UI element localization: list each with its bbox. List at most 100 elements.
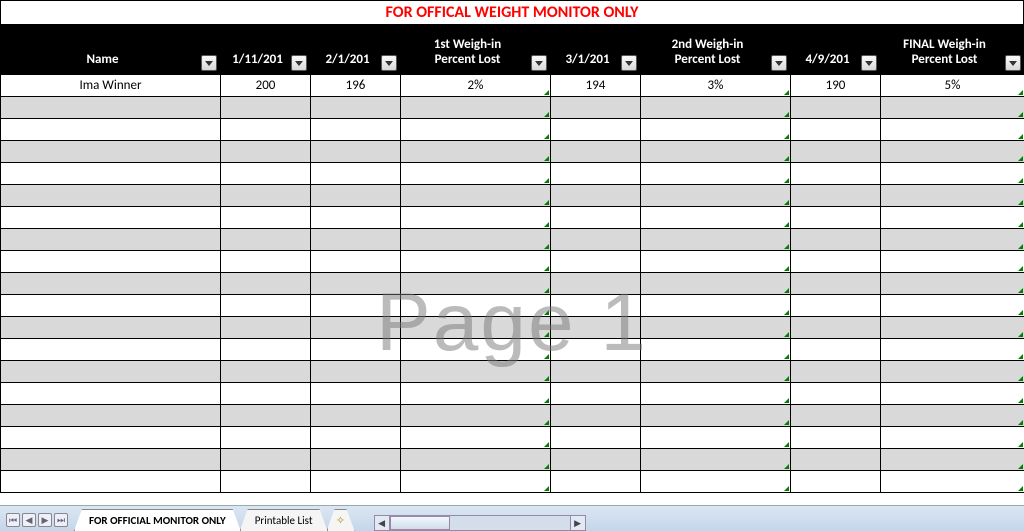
- data-cell[interactable]: [881, 207, 1024, 229]
- data-cell[interactable]: [791, 185, 881, 207]
- data-cell[interactable]: [551, 185, 641, 207]
- name-cell[interactable]: [1, 449, 221, 471]
- new-sheet-tab[interactable]: ✧: [327, 509, 355, 531]
- filter-dropdown-icon[interactable]: [381, 55, 397, 71]
- data-cell[interactable]: [881, 295, 1024, 317]
- tab-nav-next[interactable]: ▶: [38, 513, 52, 527]
- data-cell[interactable]: [791, 405, 881, 427]
- data-cell[interactable]: [311, 361, 401, 383]
- data-cell[interactable]: [311, 229, 401, 251]
- data-cell[interactable]: [551, 383, 641, 405]
- data-cell[interactable]: [881, 383, 1024, 405]
- data-cell[interactable]: [881, 119, 1024, 141]
- data-cell[interactable]: [221, 339, 311, 361]
- data-cell[interactable]: [881, 185, 1024, 207]
- data-cell[interactable]: [641, 361, 791, 383]
- data-cell[interactable]: 196: [311, 75, 401, 97]
- data-cell[interactable]: 5%: [881, 75, 1024, 97]
- name-cell[interactable]: [1, 361, 221, 383]
- name-cell[interactable]: [1, 207, 221, 229]
- data-cell[interactable]: [311, 449, 401, 471]
- data-cell[interactable]: [791, 383, 881, 405]
- data-cell[interactable]: [551, 427, 641, 449]
- name-cell[interactable]: [1, 471, 221, 493]
- data-cell[interactable]: [221, 273, 311, 295]
- data-cell[interactable]: [221, 251, 311, 273]
- data-cell[interactable]: [551, 119, 641, 141]
- sheet-tab-printable[interactable]: Printable List: [240, 509, 328, 531]
- data-cell[interactable]: [221, 207, 311, 229]
- data-cell[interactable]: [221, 97, 311, 119]
- data-cell[interactable]: [791, 317, 881, 339]
- data-cell[interactable]: [311, 119, 401, 141]
- data-cell[interactable]: [791, 163, 881, 185]
- data-cell[interactable]: [311, 163, 401, 185]
- data-cell[interactable]: [551, 449, 641, 471]
- data-cell[interactable]: [551, 251, 641, 273]
- data-cell[interactable]: [791, 273, 881, 295]
- data-cell[interactable]: [791, 339, 881, 361]
- filter-dropdown-icon[interactable]: [1005, 55, 1021, 71]
- data-cell[interactable]: [221, 141, 311, 163]
- name-cell[interactable]: [1, 295, 221, 317]
- data-cell[interactable]: [311, 295, 401, 317]
- data-cell[interactable]: [641, 295, 791, 317]
- data-cell[interactable]: [641, 471, 791, 493]
- data-cell[interactable]: [311, 185, 401, 207]
- tab-nav-prev[interactable]: ◀: [22, 513, 36, 527]
- data-cell[interactable]: [311, 207, 401, 229]
- filter-dropdown-icon[interactable]: [771, 55, 787, 71]
- data-cell[interactable]: [401, 141, 551, 163]
- data-cell[interactable]: [881, 97, 1024, 119]
- name-cell[interactable]: [1, 119, 221, 141]
- data-cell[interactable]: [641, 207, 791, 229]
- data-cell[interactable]: 2%: [401, 75, 551, 97]
- data-cell[interactable]: 3%: [641, 75, 791, 97]
- data-cell[interactable]: [401, 295, 551, 317]
- scroll-thumb[interactable]: [390, 516, 450, 530]
- filter-dropdown-icon[interactable]: [531, 55, 547, 71]
- data-cell[interactable]: [791, 471, 881, 493]
- scroll-track[interactable]: [390, 515, 570, 531]
- data-cell[interactable]: [881, 361, 1024, 383]
- data-cell[interactable]: [551, 317, 641, 339]
- tab-nav-last[interactable]: ⏭: [54, 513, 68, 527]
- data-cell[interactable]: [641, 251, 791, 273]
- data-cell[interactable]: [791, 251, 881, 273]
- data-cell[interactable]: [791, 427, 881, 449]
- name-cell[interactable]: [1, 427, 221, 449]
- data-cell[interactable]: [881, 339, 1024, 361]
- data-cell[interactable]: [641, 97, 791, 119]
- data-cell[interactable]: [791, 295, 881, 317]
- name-cell[interactable]: [1, 273, 221, 295]
- data-cell[interactable]: [881, 317, 1024, 339]
- data-cell[interactable]: [221, 405, 311, 427]
- data-cell[interactable]: [401, 185, 551, 207]
- data-cell[interactable]: [641, 383, 791, 405]
- data-cell[interactable]: [791, 141, 881, 163]
- name-cell[interactable]: Ima Winner: [1, 75, 221, 97]
- name-cell[interactable]: [1, 383, 221, 405]
- data-cell[interactable]: [881, 405, 1024, 427]
- data-cell[interactable]: [791, 361, 881, 383]
- data-cell[interactable]: [641, 273, 791, 295]
- data-cell[interactable]: [551, 207, 641, 229]
- data-cell[interactable]: [311, 427, 401, 449]
- data-cell[interactable]: [401, 251, 551, 273]
- data-cell[interactable]: [641, 449, 791, 471]
- data-cell[interactable]: [641, 317, 791, 339]
- data-cell[interactable]: [641, 163, 791, 185]
- filter-dropdown-icon[interactable]: [861, 55, 877, 71]
- data-cell[interactable]: [881, 449, 1024, 471]
- data-cell[interactable]: [311, 97, 401, 119]
- data-cell[interactable]: [551, 163, 641, 185]
- data-cell[interactable]: [641, 185, 791, 207]
- data-cell[interactable]: [311, 471, 401, 493]
- data-cell[interactable]: [311, 273, 401, 295]
- tab-nav-first[interactable]: ⏮: [6, 513, 20, 527]
- data-cell[interactable]: [641, 339, 791, 361]
- data-cell[interactable]: [551, 339, 641, 361]
- data-cell[interactable]: [551, 141, 641, 163]
- data-cell[interactable]: [401, 471, 551, 493]
- data-cell[interactable]: [881, 141, 1024, 163]
